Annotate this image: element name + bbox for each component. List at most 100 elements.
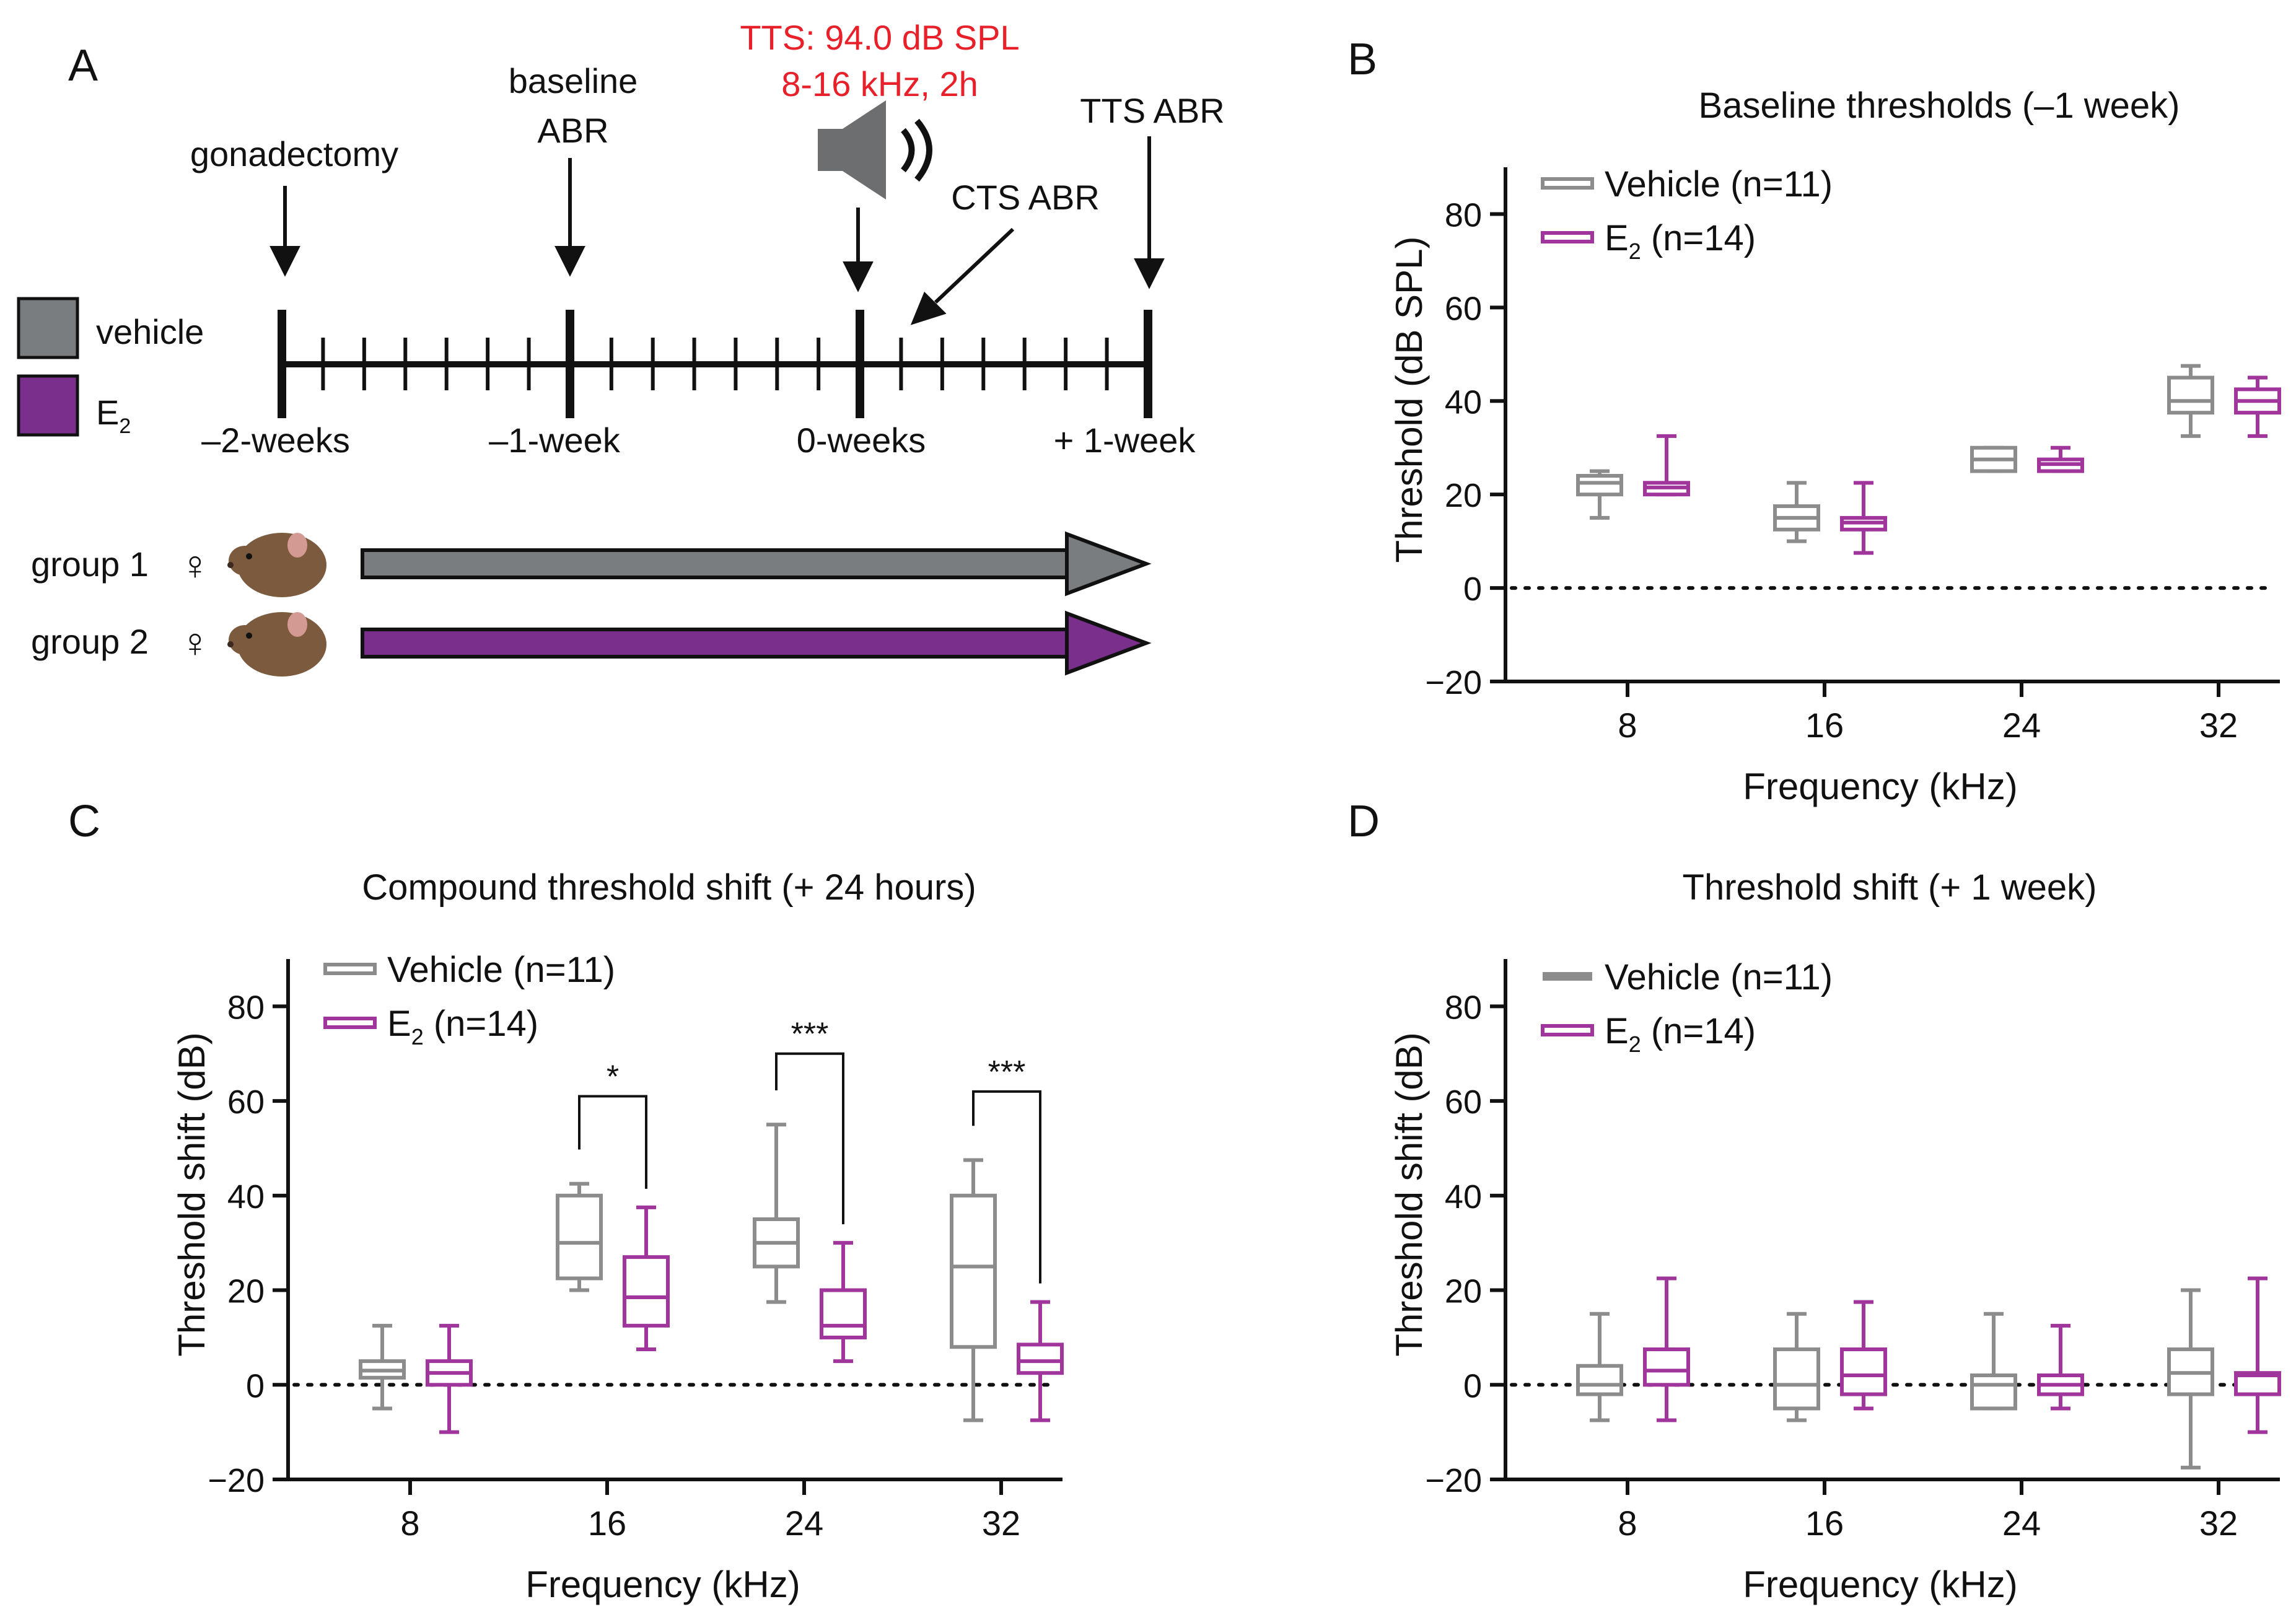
legend-swatch-e2	[17, 374, 79, 437]
y-tick-label: 60	[1445, 1084, 1482, 1121]
legend-swatch	[1543, 972, 1592, 981]
x-axis-label: Frequency (kHz)	[1743, 766, 2017, 807]
event-baseline-abr: ABR	[537, 111, 608, 150]
y-tick-label: 20	[227, 1273, 265, 1310]
e2-box-16	[1840, 1300, 1887, 1411]
chart-title: Baseline thresholds (–1 week)	[1699, 85, 2180, 126]
panel-c-letter: C	[68, 797, 100, 846]
x-axis-label: Frequency (kHz)	[525, 1564, 800, 1605]
x-tick-label: 8	[400, 1504, 419, 1543]
y-tick-label: 40	[1445, 383, 1482, 421]
x-tick-label: 8	[1618, 706, 1637, 745]
x-tick-label: 8	[1618, 1504, 1637, 1543]
tts-exposure-line1: TTS: 94.0 dB SPL	[740, 18, 1019, 57]
timeline-axis	[278, 310, 1152, 418]
legend-swatch	[323, 963, 377, 975]
vehicle-box-24	[753, 1123, 800, 1304]
legend-item-vehicle: Vehicle (n=11)	[323, 950, 615, 990]
legend-label: E2 (n=14)	[387, 1004, 538, 1049]
event-baseline: baseline	[509, 61, 638, 100]
panel-d-letter: D	[1347, 797, 1380, 846]
legend-label: Vehicle (n=11)	[1605, 164, 1833, 204]
x-tick-label: 16	[1805, 1504, 1844, 1543]
vehicle-box-32	[2167, 364, 2214, 438]
arrowhead-cts	[910, 291, 947, 325]
significance-bracket-24: ***	[775, 1017, 844, 1225]
chart-title: Compound threshold shift (+ 24 hours)	[362, 867, 976, 908]
box-iqr	[1840, 1347, 1887, 1396]
significance-stars: ***	[988, 1054, 1026, 1090]
bracket-line	[972, 1090, 1041, 1284]
box-iqr	[1576, 1364, 1623, 1396]
group-1-label: group 1	[31, 545, 149, 584]
legend-label: E2 (n=14)	[1605, 1011, 1756, 1057]
bracket-line	[775, 1052, 844, 1225]
legend-swatch-vehicle	[17, 297, 79, 359]
group-2-female-symbol: ♀	[180, 620, 211, 665]
group-1-arrow	[361, 531, 1152, 597]
vehicle-box-8	[1576, 469, 1623, 520]
panel-a-timeline: A TTS: 94.0 dB SPL 8-16 kHz, 2h gonadect…	[17, 18, 1225, 677]
y-tick-label: 0	[246, 1367, 265, 1404]
x-tick-label: 32	[2199, 1504, 2238, 1543]
legend-item-e2: E2 (n=14)	[1541, 218, 1756, 264]
e2-box-8	[426, 1323, 473, 1434]
chart-panel-d: −20 0 20 40 60 80 Threshold shift (+ 1 week) Fr…	[1388, 867, 2281, 1605]
vehicle-box-32	[950, 1158, 997, 1422]
tick-label-0: 0-weeks	[797, 421, 926, 460]
legend-swatch	[1541, 1024, 1594, 1036]
speaker-icon	[818, 100, 932, 199]
legend-swatch	[323, 1017, 377, 1029]
y-tick-label: 40	[227, 1178, 265, 1216]
e2-box-24	[2037, 445, 2084, 473]
chart-panel-c: −20 0 20 40 60 80 Compound threshold shift (+ …	[171, 867, 1064, 1605]
tts-exposure-line2: 8-16 kHz, 2h	[781, 64, 978, 103]
vehicle-box-24	[1970, 1312, 2017, 1411]
e2-box-16	[1840, 481, 1887, 555]
box-iqr	[1017, 1343, 1064, 1375]
legend-item-vehicle: Vehicle (n=11)	[1541, 164, 1833, 204]
e2-box-24	[820, 1241, 867, 1364]
vehicle-box-16	[1773, 481, 1820, 543]
legend-label: Vehicle (n=11)	[387, 950, 615, 990]
legend-item-e2: E2 (n=14)	[323, 1004, 538, 1049]
box-iqr	[556, 1193, 603, 1281]
tick-label-minus1: –1-week	[489, 421, 621, 460]
y-tick-label: 20	[1445, 477, 1482, 514]
panel-a-letter: A	[68, 41, 98, 90]
event-cts-abr: CTS ABR	[951, 178, 1100, 217]
box-iqr	[1576, 474, 1623, 497]
group-1-female-symbol: ♀	[180, 542, 211, 588]
box-iqr	[820, 1288, 867, 1339]
x-axis-label: Frequency (kHz)	[1743, 1564, 2017, 1605]
legend-item-vehicle: Vehicle (n=11)	[1543, 957, 1833, 997]
y-tick-label: 80	[1445, 196, 1482, 234]
vehicle-box-8	[359, 1323, 406, 1411]
group-2-arrow	[361, 610, 1152, 676]
arrowhead-tts	[1134, 258, 1165, 289]
y-tick-label: −20	[1425, 664, 1482, 701]
event-arrows	[269, 136, 1165, 325]
legend-label-vehicle: vehicle	[96, 312, 204, 351]
significance-bracket-16: *	[578, 1059, 647, 1189]
box-iqr	[950, 1193, 997, 1349]
legend-label-e2: E2	[96, 393, 131, 438]
y-axis-label: Threshold shift (dB)	[171, 1032, 213, 1357]
chart-title: Threshold shift (+ 1 week)	[1683, 867, 2097, 908]
y-tick-label: 0	[1463, 1367, 1482, 1404]
arrowhead-gonadectomy	[269, 246, 300, 277]
y-tick-label: −20	[208, 1462, 265, 1499]
chart-panel-b: −20 0 20 40 60 80 Baseline thresholds (–1 week…	[1388, 85, 2281, 807]
x-tick-label: 24	[785, 1504, 823, 1543]
legend-swatch	[1541, 231, 1594, 243]
y-axis-label: Threshold (dB SPL)	[1388, 237, 1430, 563]
y-tick-label: 40	[1445, 1178, 1482, 1216]
y-tick-label: 20	[1445, 1273, 1482, 1310]
box-iqr	[2167, 375, 2214, 415]
e2-box-24	[2037, 1323, 2084, 1411]
vehicle-box-8	[1576, 1312, 1623, 1422]
box-iqr	[1970, 1373, 2017, 1411]
x-tick-label: 16	[1805, 706, 1844, 745]
y-tick-label: 0	[1463, 571, 1482, 608]
e2-box-32	[2234, 1276, 2281, 1434]
